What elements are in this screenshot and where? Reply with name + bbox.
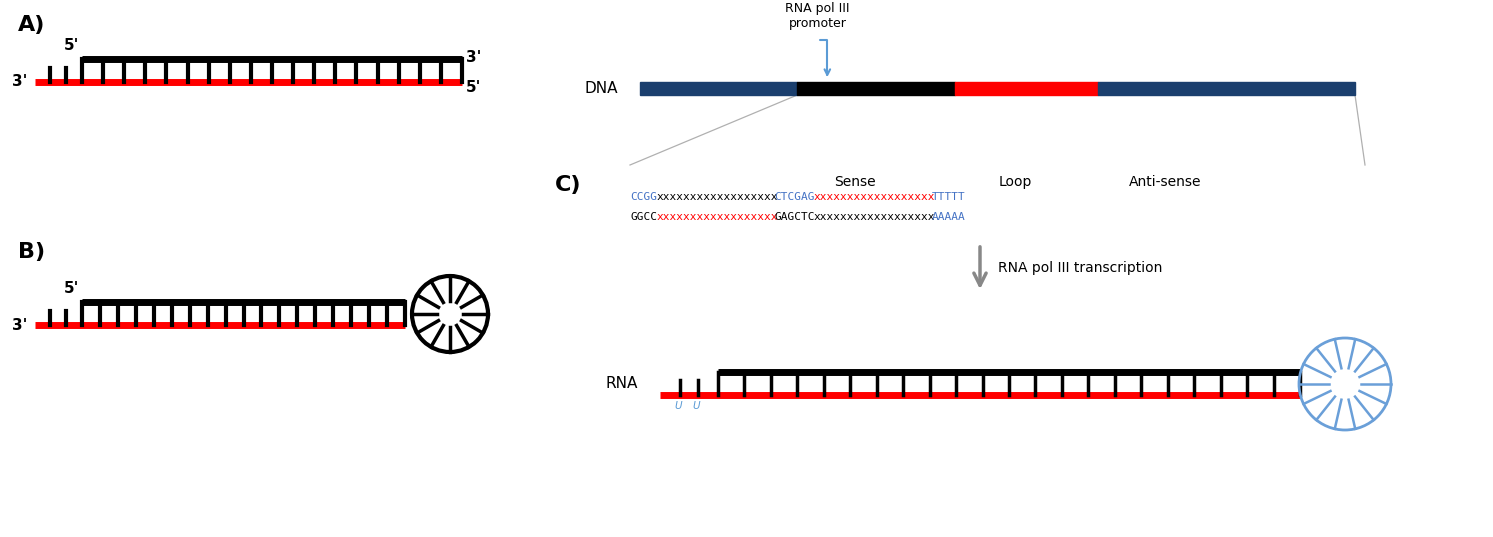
Text: GAGCTC: GAGCTC <box>775 212 815 222</box>
Text: xxxxxxxxxxxxxxxxxx: xxxxxxxxxxxxxxxxxx <box>657 212 778 222</box>
Text: 5': 5' <box>64 38 79 53</box>
Text: AAAAA: AAAAA <box>932 212 966 222</box>
Bar <box>1097 82 1356 95</box>
Text: CCGG: CCGG <box>630 192 657 202</box>
Text: 3': 3' <box>466 49 481 64</box>
Text: xxxxxxxxxxxxxxxxxx: xxxxxxxxxxxxxxxxxx <box>814 192 935 202</box>
Bar <box>954 82 1097 95</box>
Text: RNA pol III
promoter: RNA pol III promoter <box>785 2 850 30</box>
Text: RNA pol III transcription: RNA pol III transcription <box>997 261 1163 275</box>
Text: 5': 5' <box>64 281 79 296</box>
Text: A): A) <box>18 15 45 35</box>
Text: GGCC: GGCC <box>630 212 657 222</box>
Text: xxxxxxxxxxxxxxxxxx: xxxxxxxxxxxxxxxxxx <box>814 212 935 222</box>
Bar <box>640 82 797 95</box>
Text: xxxxxxxxxxxxxxxxxx: xxxxxxxxxxxxxxxxxx <box>657 192 778 202</box>
Text: 3': 3' <box>12 75 27 90</box>
Text: Anti-sense: Anti-sense <box>1129 175 1202 189</box>
Text: 3': 3' <box>12 317 27 332</box>
Text: U: U <box>675 401 682 411</box>
Text: Sense: Sense <box>835 175 876 189</box>
Text: DNA: DNA <box>584 81 618 96</box>
Text: Loop: Loop <box>999 175 1032 189</box>
Text: B): B) <box>18 242 45 262</box>
Text: CTCGAG: CTCGAG <box>775 192 815 202</box>
Text: RNA: RNA <box>606 376 638 391</box>
Text: C): C) <box>555 175 581 195</box>
Text: 5': 5' <box>466 79 481 95</box>
Text: TTTTT: TTTTT <box>932 192 966 202</box>
Text: U: U <box>693 401 700 411</box>
Bar <box>797 82 954 95</box>
